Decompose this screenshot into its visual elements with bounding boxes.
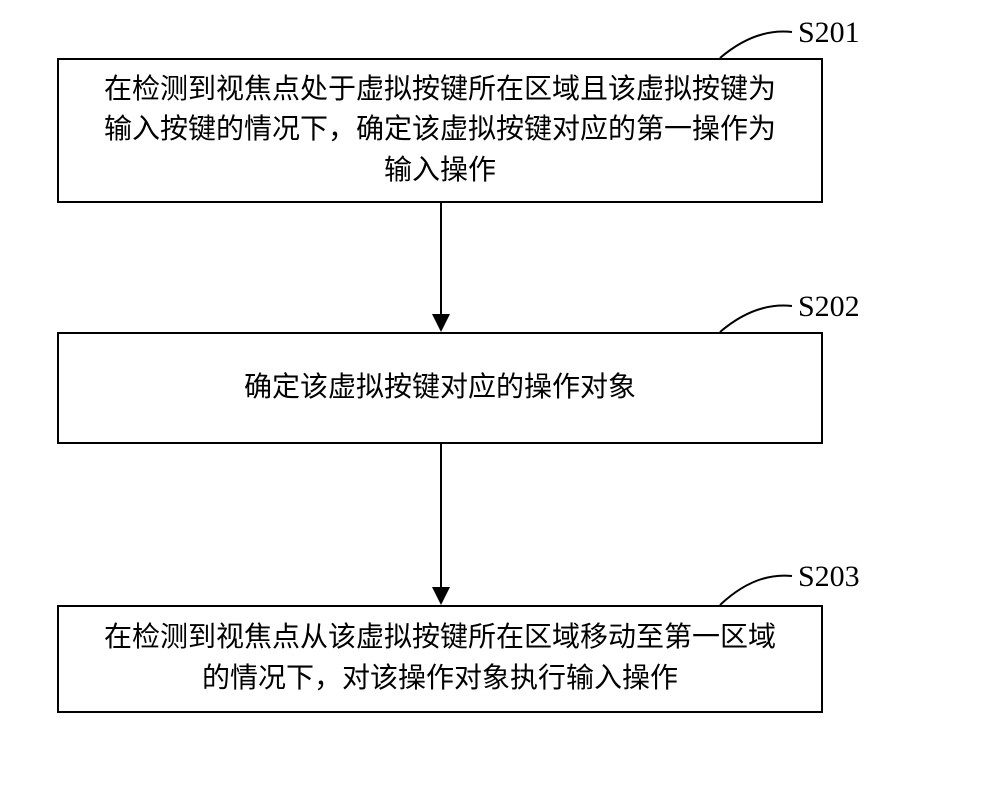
step-label-s203: S203 <box>798 560 860 594</box>
step-label-s201: S201 <box>798 16 860 50</box>
callout-s201 <box>700 18 800 63</box>
arrow-s201-s202-head <box>432 314 450 332</box>
callout-s202 <box>700 292 800 337</box>
callout-s203 <box>700 562 800 610</box>
step-label-s202: S202 <box>798 290 860 324</box>
flow-step-s201-text: 在检测到视焦点处于虚拟按键所在区域且该虚拟按键为 输入按键的情况下，确定该虚拟按… <box>104 70 776 192</box>
arrow-s201-s202-line <box>440 203 442 316</box>
flow-step-s202-text: 确定该虚拟按键对应的操作对象 <box>244 368 636 409</box>
flowchart-canvas: 在检测到视焦点处于虚拟按键所在区域且该虚拟按键为 输入按键的情况下，确定该虚拟按… <box>0 0 1000 790</box>
flow-step-s203: 在检测到视焦点从该虚拟按键所在区域移动至第一区域 的情况下，对该操作对象执行输入… <box>57 605 823 713</box>
arrow-s202-s203-line <box>440 444 442 589</box>
arrow-s202-s203-head <box>432 587 450 605</box>
flow-step-s203-text: 在检测到视焦点从该虚拟按键所在区域移动至第一区域 的情况下，对该操作对象执行输入… <box>104 618 776 699</box>
flow-step-s202: 确定该虚拟按键对应的操作对象 <box>57 332 823 444</box>
flow-step-s201: 在检测到视焦点处于虚拟按键所在区域且该虚拟按键为 输入按键的情况下，确定该虚拟按… <box>57 58 823 203</box>
